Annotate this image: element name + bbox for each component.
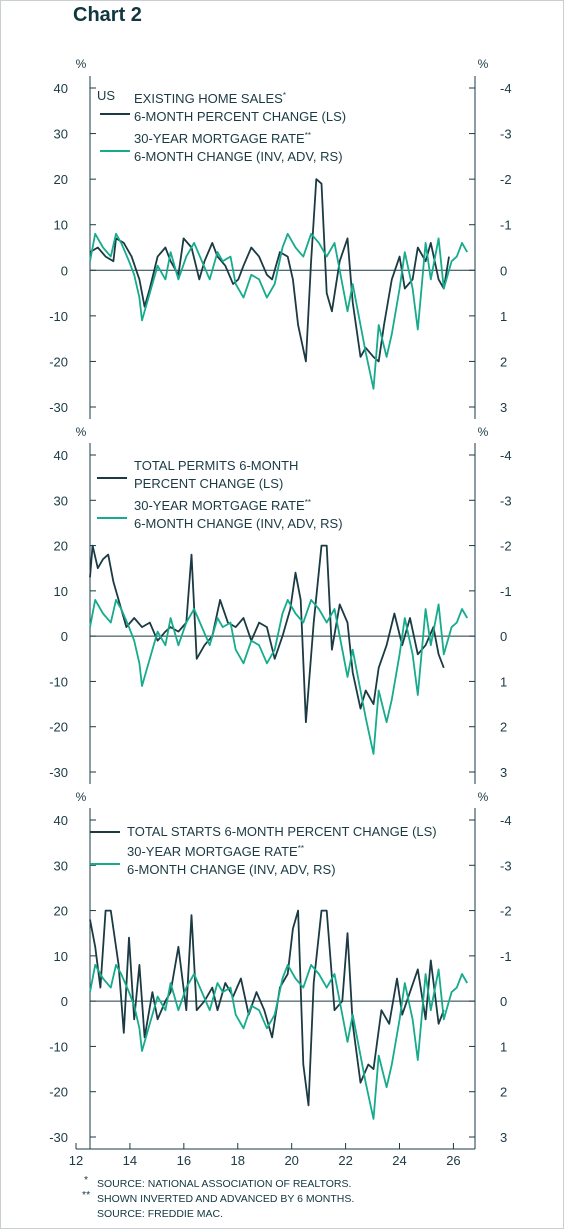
panel-3-legend-dark-line-1: TOTAL STARTS 6-MONTH PERCENT CHANGE (LS) [127, 824, 437, 839]
panel-3-left-tick-label: 30 [54, 858, 68, 873]
panel-2-legend-green-mark: ** [305, 498, 311, 507]
panel-2-right-tick-label: 2 [500, 720, 507, 735]
panel-1-left-tick-label: -10 [49, 309, 68, 324]
panel-3-right-tick-label: -1 [500, 949, 512, 964]
panel-1-right-tick-label: 2 [500, 354, 507, 369]
panel-1-right-tick-label: -2 [500, 172, 512, 187]
panel-1-left-tick-label: 40 [54, 81, 68, 96]
panel-3-right-tick-label: 2 [500, 1085, 507, 1100]
panel-1-legend-dark-line-1: EXISTING HOME SALES* [134, 91, 286, 106]
panel-2-right-tick-label: -4 [500, 448, 512, 463]
panel-2-left-tick-label: -20 [49, 720, 68, 735]
panel-3-left-unit: % [76, 790, 87, 804]
panel-1-left-tick-label: -20 [49, 354, 68, 369]
panel-2-legend-dark-line-1: TOTAL PERMITS 6-MONTH [134, 458, 298, 473]
panel-2-legend-green-line-2: 6-MONTH CHANGE (INV, ADV, RS) [134, 516, 343, 531]
footnote-1-mark: * [84, 1174, 89, 1186]
panel-1-left-unit: % [76, 57, 87, 71]
footnote-2: SHOWN INVERTED AND ADVANCED BY 6 MONTHS. [97, 1193, 355, 1205]
panel-3-legend-green-line-1: 30-YEAR MORTGAGE RATE** [127, 844, 304, 859]
panel-1-right-tick-label: 0 [500, 263, 507, 278]
panel-3-right-tick-label: 1 [500, 1039, 507, 1054]
panel-1-primary-line [89, 178, 450, 363]
panel-1-legend-green-mark: ** [305, 131, 311, 140]
panel-1-right-tick-label: 3 [500, 400, 507, 415]
panel-1-legend-dark-mark: * [283, 91, 286, 100]
panel-3-right-tick-label: -2 [500, 904, 512, 919]
panel-1-right-tick-label: 1 [500, 309, 507, 324]
panel-2-left-tick-label: 30 [54, 493, 68, 508]
x-tick-label: 18 [231, 1153, 245, 1168]
panel-1-legend-green-line-1: 30-YEAR MORTGAGE RATE** [134, 131, 311, 146]
panel-3-left-tick-label: -20 [49, 1085, 68, 1100]
x-tick-label: 16 [177, 1153, 191, 1168]
panel-3-left-tick-label: 40 [54, 813, 68, 828]
panel-1-left-tick-label: 10 [54, 218, 68, 233]
panel-2-right-tick-label: -2 [500, 539, 512, 554]
x-tick-label: 20 [284, 1153, 298, 1168]
panel-3-primary-line [89, 909, 445, 1107]
x-tick-label: 24 [392, 1153, 406, 1168]
panel-2-mortgage-rate-line [89, 599, 468, 755]
x-tick-label: 26 [446, 1153, 460, 1168]
panel-3-left-tick-label: -10 [49, 1039, 68, 1054]
panel-1-legend-dark-line-2: 6-MONTH PERCENT CHANGE (LS) [134, 109, 346, 124]
panel-1-left-tick-label: 0 [61, 263, 68, 278]
panel-2-left-tick-label: 0 [61, 629, 68, 644]
panel-1-region-label: US [97, 88, 115, 103]
footnote-3: SOURCE: FREDDIE MAC. [97, 1208, 224, 1220]
panel-1-mortgage-rate-line [89, 232, 468, 390]
panel-2-left-tick-label: 10 [54, 584, 68, 599]
panel-3-right-tick-label: 0 [500, 994, 507, 1009]
footnote-1: SOURCE: NATIONAL ASSOCIATION OF REALTORS… [97, 1178, 352, 1190]
footnote-2-mark: ** [82, 1189, 91, 1201]
panel-3-mortgage-rate-line [89, 964, 468, 1120]
panel-3-right-tick-label: 3 [500, 1130, 507, 1145]
panel-2-right-tick-label: -3 [500, 493, 512, 508]
panel-1-right-tick-label: -1 [500, 218, 512, 233]
panel-2-right-tick-label: 1 [500, 674, 507, 689]
panel-2-right-unit: % [478, 425, 489, 439]
panel-1-left-tick-label: -30 [49, 400, 68, 415]
panel-3-right-tick-label: -4 [500, 813, 512, 828]
panel-2-right-tick-label: 0 [500, 629, 507, 644]
panel-2-primary-line [89, 544, 445, 724]
panel-1-left-tick-label: 20 [54, 172, 68, 187]
panel-2-left-tick-label: -30 [49, 765, 68, 780]
panel-2-legend-dark-line-2: PERCENT CHANGE (LS) [134, 476, 283, 491]
panel-1-right-unit: % [478, 57, 489, 71]
panel-3-left-tick-label: -30 [49, 1130, 68, 1145]
panel-2-right-tick-label: 3 [500, 765, 507, 780]
panel-3-legend-green-mark: ** [298, 844, 304, 853]
panel-3-right-tick-label: -3 [500, 858, 512, 873]
panel-2-left-tick-label: -10 [49, 674, 68, 689]
panel-2-legend-green-line-1: 30-YEAR MORTGAGE RATE** [134, 498, 311, 513]
x-tick-label: 14 [123, 1153, 137, 1168]
panel-2-right-tick-label: -1 [500, 584, 512, 599]
panel-3-left-tick-label: 20 [54, 904, 68, 919]
panel-3-left-tick-label: 10 [54, 949, 68, 964]
panel-2-left-unit: % [76, 425, 87, 439]
panel-2-left-tick-label: 40 [54, 448, 68, 463]
x-tick-label: 12 [69, 1153, 83, 1168]
panel-1-left-tick-label: 30 [54, 127, 68, 142]
panel-3-right-unit: % [478, 790, 489, 804]
x-tick-label: 22 [338, 1153, 352, 1168]
panel-1-legend-green-line-2: 6-MONTH CHANGE (INV, ADV, RS) [134, 149, 343, 164]
panel-1-right-tick-label: -3 [500, 127, 512, 142]
chart-title: Chart 2 [73, 4, 142, 26]
panel-3-legend-green-line-2: 6-MONTH CHANGE (INV, ADV, RS) [127, 862, 336, 877]
panel-2-left-tick-label: 20 [54, 539, 68, 554]
panel-1-right-tick-label: -4 [500, 81, 512, 96]
panel-3-left-tick-label: 0 [61, 994, 68, 1009]
